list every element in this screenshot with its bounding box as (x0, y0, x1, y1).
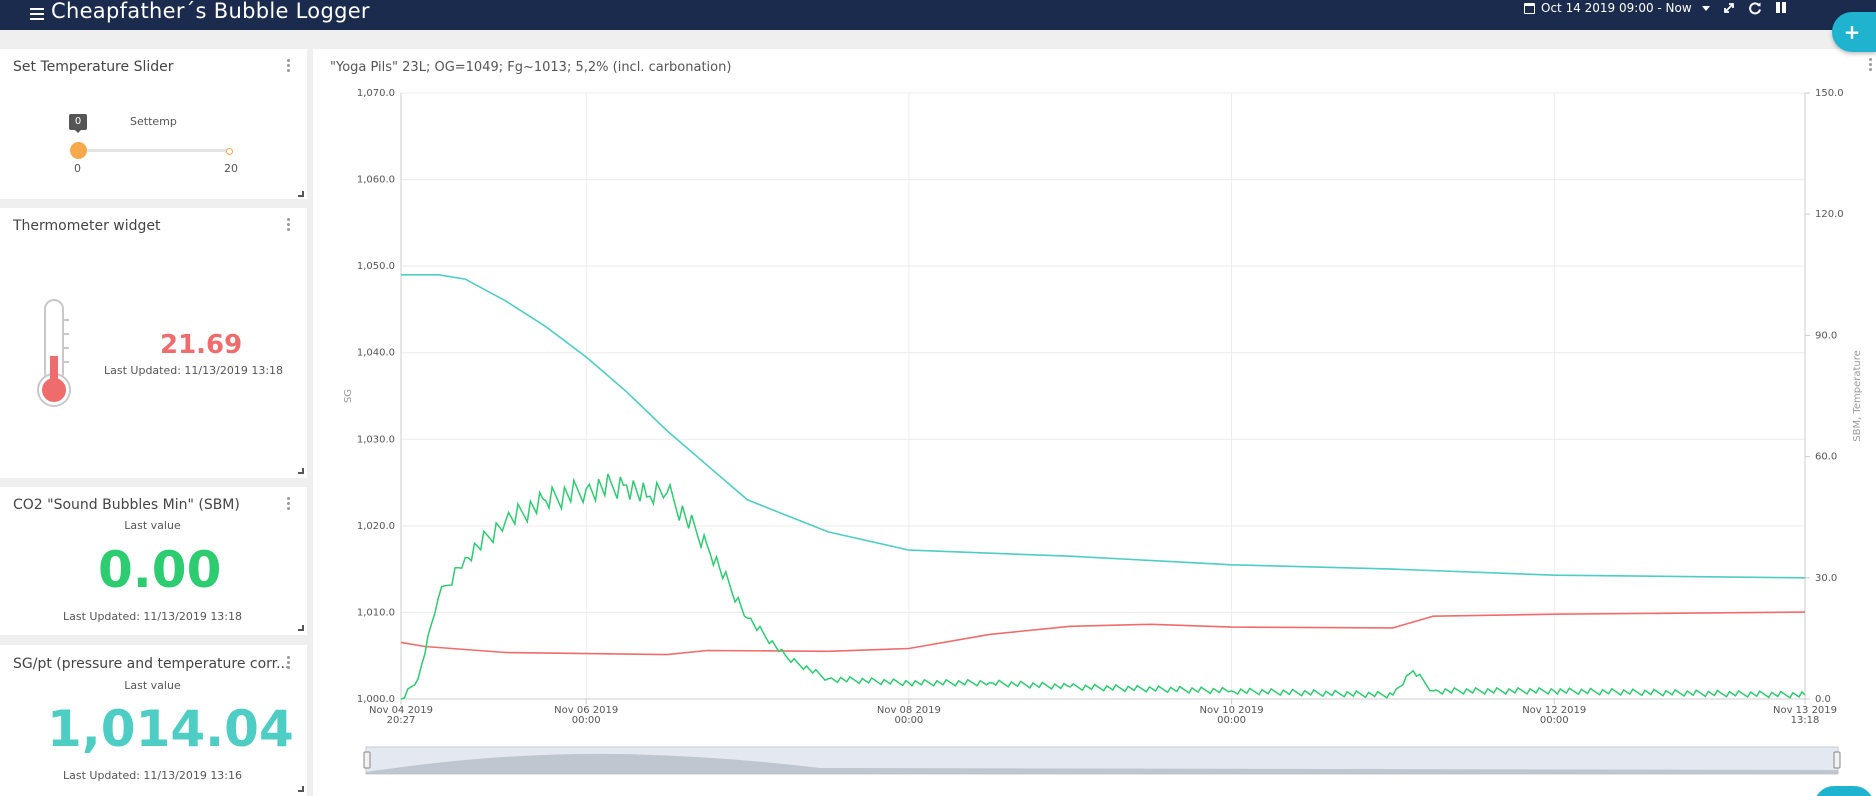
secondary-action-button[interactable] (1814, 786, 1874, 796)
sg-widget-menu-icon[interactable] (287, 656, 291, 670)
slider-label: Settemp (130, 115, 177, 128)
thermometer-value: 21.69 (160, 330, 243, 360)
chart-title: "Yoga Pils" 23L; OG=1049; Fg~1013; 5,2% … (330, 60, 732, 75)
co2-last-updated: Last Updated: 11/13/2019 13:18 (62, 610, 243, 623)
thermometer-last-updated: Last Updated: 11/13/2019 13:18 (104, 364, 284, 377)
hamburger-menu-icon[interactable] (30, 8, 44, 20)
co2-subtitle: Last value (124, 519, 181, 532)
top-bar: Cheapfather´s Bubble Logger Oct 14 2019 … (0, 0, 1876, 30)
sg-widget-title: SG/pt (pressure and temperature corr... (13, 656, 290, 672)
thermometer-widget-title: Thermometer widget (13, 218, 161, 234)
slider-value-tooltip: 0 (69, 114, 87, 133)
slider-track[interactable] (78, 149, 230, 152)
thermometer-widget-menu-icon[interactable] (287, 218, 291, 232)
slider-min-label: 0 (74, 162, 81, 175)
calendar-icon (1524, 2, 1535, 14)
date-range-picker[interactable]: Oct 14 2019 09:00 - Now (1524, 1, 1710, 15)
chart-widget-menu-icon[interactable] (1869, 58, 1873, 72)
sg-last-updated: Last Updated: 11/13/2019 13:16 (62, 769, 243, 782)
fullscreen-icon[interactable] (1722, 1, 1736, 15)
chevron-down-icon (1701, 5, 1710, 11)
add-widget-button[interactable]: + (1832, 12, 1876, 52)
slider-widget-resize-handle[interactable] (298, 191, 304, 197)
sg-subtitle: Last value (124, 679, 181, 692)
co2-value: 0.00 (98, 541, 222, 599)
sg-value: 1,014.04 (47, 700, 294, 758)
slider-handle[interactable] (70, 142, 87, 159)
co2-widget-resize-handle[interactable] (298, 625, 304, 631)
sg-widget (0, 645, 307, 796)
slider-widget-menu-icon[interactable] (287, 59, 291, 73)
thermometer-icon (37, 299, 71, 407)
chart-widget (313, 49, 1876, 796)
co2-widget-menu-icon[interactable] (287, 497, 291, 511)
app-title: Cheapfather´s Bubble Logger (51, 0, 370, 23)
slider-widget (0, 49, 307, 199)
refresh-icon[interactable] (1748, 1, 1762, 15)
co2-widget-title: CO2 "Sound Bubbles Min" (SBM) (13, 497, 240, 513)
sg-widget-resize-handle[interactable] (298, 786, 304, 792)
slider-max-label: 20 (224, 162, 238, 175)
slider-widget-title: Set Temperature Slider (13, 59, 174, 75)
pause-icon[interactable] (1774, 1, 1788, 15)
slider-end-marker (226, 148, 233, 155)
co2-widget (0, 487, 307, 635)
date-range-label: Oct 14 2019 09:00 - Now (1541, 1, 1692, 15)
thermometer-widget-resize-handle[interactable] (298, 468, 304, 474)
